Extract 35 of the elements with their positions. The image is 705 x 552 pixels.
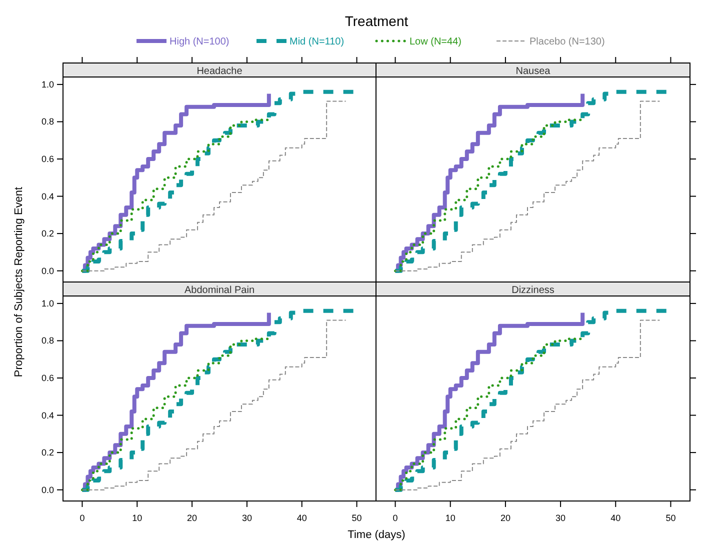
y-axis-title: Proportion of Subjects Reporting Event [13, 186, 25, 378]
y-tick-label: 0.2 [41, 228, 54, 239]
x-tick-label: 40 [296, 513, 307, 523]
y-tick-label: 0.6 [41, 373, 54, 383]
x-tick-label: 50 [666, 513, 676, 523]
y-tick-label: 0.6 [41, 154, 54, 164]
x-tick-label: 50 [352, 513, 362, 523]
y-tick-label: 0.2 [41, 448, 54, 458]
legend-label: Low (N=44) [410, 36, 462, 48]
x-tick-label: 30 [556, 513, 566, 523]
x-tick-label: 40 [610, 513, 621, 523]
y-tick-label: 0.4 [41, 191, 54, 202]
y-tick-label: 0.8 [41, 336, 54, 346]
chart-title: Dizziness [512, 285, 554, 296]
chart-title: Abdominal Pain [184, 285, 255, 296]
x-tick-label: 10 [445, 513, 456, 523]
x-tick-label: 20 [187, 513, 198, 523]
x-tick-label: 0 [80, 513, 85, 523]
x-tick-label: 0 [392, 513, 398, 523]
x-axis-title: Time (days) [348, 529, 406, 541]
y-tick-label: 1.0 [41, 298, 54, 308]
legend-label: High (N=100) [170, 36, 230, 48]
x-tick-label: 10 [132, 513, 142, 523]
y-tick-label: 0.4 [41, 410, 54, 420]
y-tick-label: 0.0 [41, 484, 54, 495]
legend-label: Placebo (N=130) [530, 36, 605, 48]
y-tick-label: 1.0 [41, 79, 54, 90]
x-tick-label: 30 [242, 513, 252, 523]
x-tick-label: 20 [500, 513, 510, 523]
chart-title: Headache [196, 66, 243, 77]
y-tick-label: 0.0 [41, 266, 54, 276]
legend-label: Mid (N=110) [290, 36, 344, 48]
legend-title: Treatment [344, 13, 408, 29]
y-tick-label: 0.8 [41, 116, 54, 127]
chart-title: Nausea [516, 66, 551, 77]
